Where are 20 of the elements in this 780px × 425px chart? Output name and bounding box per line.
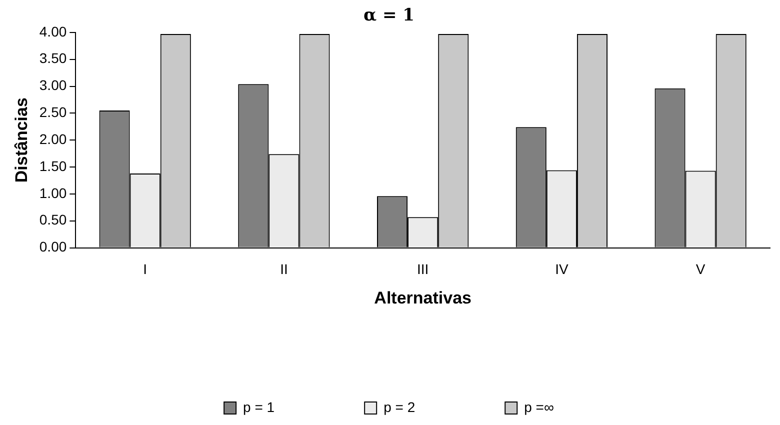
y-axis-title: Distâncias <box>12 98 31 183</box>
x-tick-label: IV <box>555 261 569 278</box>
x-axis-title: Alternativas <box>374 288 472 308</box>
y-tick-label: 0.00 <box>39 238 67 255</box>
legend-label: p = 2 <box>384 398 416 415</box>
x-tick-label: III <box>416 261 429 278</box>
x-tick-label: I <box>143 261 148 278</box>
y-tick-label: 2.00 <box>39 130 67 147</box>
y-tick-label: 4.00 <box>39 23 67 40</box>
x-tick-label: II <box>280 261 288 278</box>
x-tick-label: V <box>696 261 706 278</box>
legend-label: p = 1 <box>243 398 275 415</box>
chart-title: α = 1 <box>364 6 414 26</box>
legend-label: p =∞ <box>524 398 554 415</box>
y-tick-label: 3.00 <box>39 77 67 94</box>
y-tick-label: 3.50 <box>39 50 67 66</box>
y-tick-label: 0.50 <box>39 212 67 228</box>
y-tick-label: 1.00 <box>39 184 67 201</box>
y-tick-label: 2.50 <box>39 104 67 120</box>
y-tick-label: 1.50 <box>39 158 67 174</box>
